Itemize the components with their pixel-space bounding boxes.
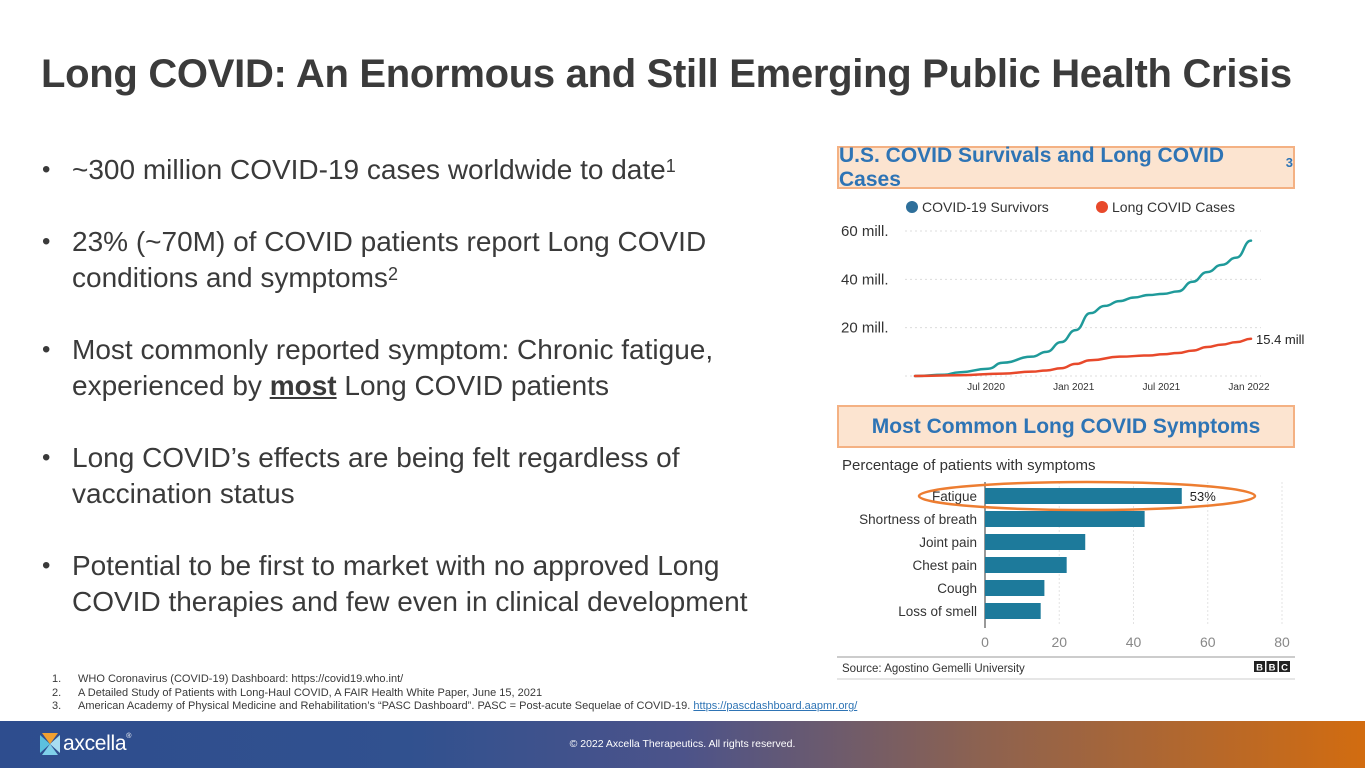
bbc-logo-letter: B bbox=[1256, 663, 1263, 674]
bullet-dot: • bbox=[42, 228, 51, 255]
bbc-logo-letter: B bbox=[1269, 663, 1276, 674]
bar bbox=[985, 534, 1086, 550]
x-tick-label: 20 bbox=[1051, 634, 1067, 650]
bar-chart-title-box: Most Common Long COVID Symptoms bbox=[837, 405, 1295, 448]
legend-label: COVID-19 Survivors bbox=[922, 199, 1049, 215]
footnote-text: A Detailed Study of Patients with Long-H… bbox=[78, 686, 543, 699]
logo-wordmark: axcella bbox=[63, 732, 127, 755]
footnotes: 1. WHO Coronavirus (COVID-19) Dashboard: … bbox=[52, 673, 857, 714]
line-chart-title: U.S. COVID Survivals and Long COVID Case… bbox=[839, 143, 1225, 191]
slide-title: Long COVID: An Enormous and Still Emergi… bbox=[41, 52, 1292, 96]
bar bbox=[985, 580, 1045, 596]
emphasis-text: most bbox=[269, 370, 337, 401]
category-label: Loss of smell bbox=[898, 604, 977, 619]
bullet-dot: • bbox=[42, 156, 51, 183]
bullet-text: Potential to be first to market with no … bbox=[72, 550, 748, 617]
x-tick-label: Jan 2022 bbox=[1228, 382, 1270, 393]
bullet-list: • ~300 million COVID-19 cases worldwide t… bbox=[42, 152, 802, 656]
bar bbox=[985, 511, 1145, 527]
line-chart: COVID-19 Survivors Long COVID Cases 20 mil… bbox=[841, 199, 1305, 393]
footnote-item: 3. American Academy of Physical Medicine … bbox=[52, 700, 857, 714]
footnote-number: 3. bbox=[52, 700, 62, 712]
bullet-item: • Potential to be first to market with no… bbox=[42, 548, 802, 620]
source-text: Source: Agostino Gemelli University bbox=[842, 663, 1025, 675]
bbc-logo-block bbox=[1254, 661, 1265, 672]
end-value-label: 15.4 mill. bbox=[1256, 332, 1305, 347]
y-tick-label: 60 mill. bbox=[841, 223, 889, 240]
footnote-text: American Academy of Physical Medicine an… bbox=[78, 700, 694, 712]
footnote-number: 2. bbox=[52, 686, 62, 699]
bar-chart-subtitle: Percentage of patients with symptoms bbox=[842, 457, 1095, 474]
copyright-text: © 2022 Axcella Therapeutics. All rights … bbox=[569, 738, 796, 750]
footnote-ref: 2 bbox=[387, 264, 398, 284]
long-covid-line bbox=[913, 337, 1253, 378]
bullet-text-end: Long COVID patients bbox=[336, 370, 609, 401]
x-tick-label: 80 bbox=[1274, 634, 1290, 650]
category-label: Joint pain bbox=[919, 535, 977, 550]
category-label: Cough bbox=[937, 581, 977, 596]
bullet-item: • ~300 million COVID-19 cases worldwide t… bbox=[42, 152, 802, 188]
footnote-item: 2. A Detailed Study of Patients with Long… bbox=[52, 687, 857, 701]
bbc-logo-block bbox=[1279, 661, 1290, 672]
x-tick-label: 60 bbox=[1200, 634, 1216, 650]
category-label: Chest pain bbox=[912, 558, 977, 573]
bar-chart-title: Most Common Long COVID Symptoms bbox=[871, 414, 1261, 438]
bullet-text: Most commonly reported symptom: Chronic … bbox=[72, 334, 714, 401]
bbc-logo-letter: C bbox=[1281, 663, 1288, 674]
bullet-item: • Most commonly reported symptom: Chronic… bbox=[42, 332, 802, 404]
bullet-dot: • bbox=[42, 444, 51, 471]
bullet-item: • 23% (~70M) of COVID patients report Lon… bbox=[42, 224, 802, 296]
legend-marker bbox=[906, 201, 918, 213]
x-tick-label: 40 bbox=[1126, 634, 1142, 650]
footnote-number: 1. bbox=[52, 673, 62, 685]
footnote-item: 1. WHO Coronavirus (COVID-19) Dashboard: … bbox=[52, 673, 857, 687]
footnote-ref: 1 bbox=[665, 156, 676, 176]
footer-bar: axcella ® © 2022 Axcella Therapeutics. Al… bbox=[0, 721, 1365, 768]
category-label: Shortness of breath bbox=[859, 512, 977, 527]
x-tick-label: Jul 2020 bbox=[967, 382, 1005, 393]
legend-marker bbox=[1096, 201, 1108, 213]
x-tick-label: Jan 2021 bbox=[1053, 382, 1095, 393]
legend-label: Long COVID Cases bbox=[1112, 199, 1235, 215]
x-tick-label: Jul 2021 bbox=[1142, 382, 1180, 393]
axcella-logo-icon bbox=[40, 733, 60, 755]
y-tick-label: 20 mill. bbox=[841, 320, 889, 337]
data-label: 53% bbox=[1190, 489, 1216, 504]
axcella-logo: axcella ® bbox=[40, 732, 131, 756]
bar bbox=[985, 557, 1067, 573]
bullet-text: 23% (~70M) of COVID patients report Long… bbox=[72, 226, 707, 293]
y-tick-label: 40 mill. bbox=[841, 271, 889, 288]
survivors-line bbox=[913, 239, 1253, 378]
pasc-dashboard-link[interactable]: https://pascdashboard.aapmr.org/ bbox=[693, 700, 858, 712]
footnote-ref: 3 bbox=[1285, 155, 1293, 170]
bullet-item: • Long COVID’s effects are being felt reg… bbox=[42, 440, 802, 512]
x-tick-label: 0 bbox=[981, 634, 989, 650]
line-chart-title-box: U.S. COVID Survivals and Long COVID Case… bbox=[837, 143, 1295, 191]
bar bbox=[985, 603, 1041, 619]
bar-chart: Percentage of patients with symptoms 0 20 4… bbox=[837, 457, 1295, 680]
bullet-text: ~300 million COVID-19 cases worldwide to… bbox=[72, 154, 666, 185]
footnote-text: WHO Coronavirus (COVID-19) Dashboard: ht… bbox=[78, 673, 404, 685]
bar bbox=[985, 488, 1182, 504]
category-label: Fatigue bbox=[932, 489, 977, 504]
bullet-dot: • bbox=[42, 552, 51, 579]
bullet-text: Long COVID’s effects are being felt rega… bbox=[72, 442, 680, 509]
registered-mark: ® bbox=[126, 732, 132, 740]
bullet-dot: • bbox=[42, 336, 51, 363]
highlight-ellipse bbox=[917, 480, 1257, 512]
bbc-logo-block bbox=[1266, 661, 1278, 672]
